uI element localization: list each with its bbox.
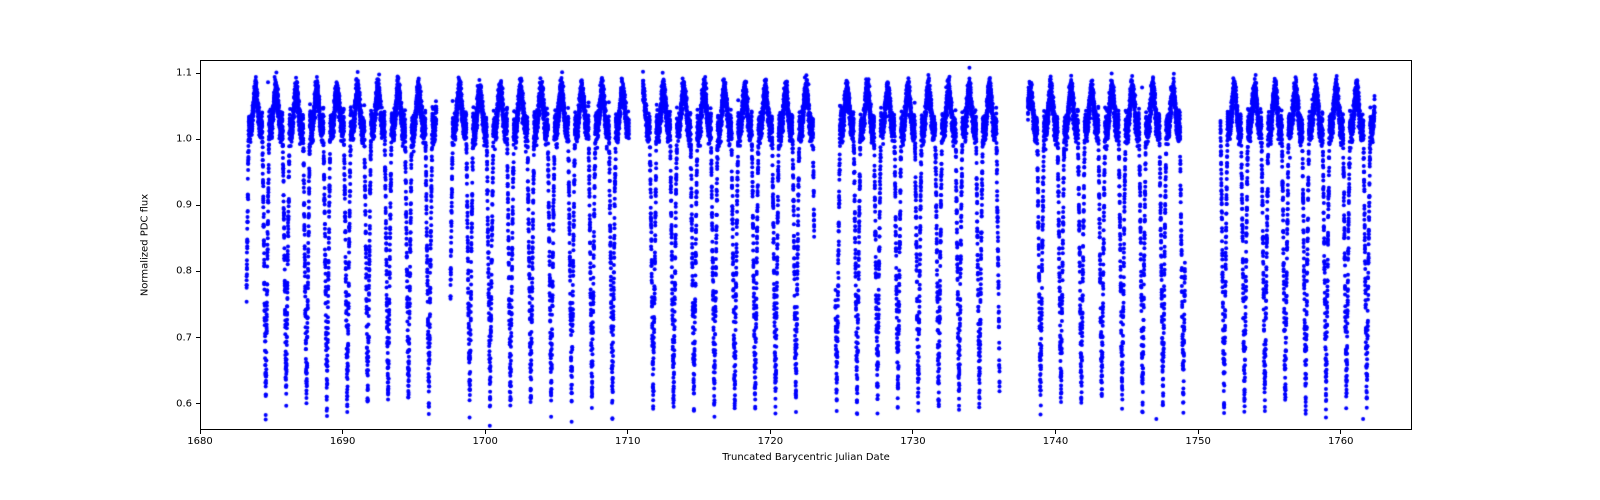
x-tick-label: 1760 bbox=[1328, 436, 1353, 447]
x-tick-label: 1700 bbox=[472, 436, 497, 447]
x-tick-label: 1680 bbox=[187, 436, 212, 447]
x-tick-label: 1710 bbox=[615, 436, 640, 447]
x-tick-label: 1730 bbox=[900, 436, 925, 447]
y-tick-mark bbox=[196, 139, 200, 140]
y-tick-label: 1.0 bbox=[176, 134, 192, 145]
x-tick-label: 1740 bbox=[1043, 436, 1068, 447]
y-tick-mark bbox=[196, 205, 200, 206]
y-tick-label: 0.7 bbox=[176, 332, 192, 343]
y-axis-label: Normalized PDC flux bbox=[140, 194, 151, 296]
plot-area bbox=[200, 60, 1412, 430]
x-tick-mark bbox=[1340, 430, 1341, 434]
x-tick-mark bbox=[912, 430, 913, 434]
x-tick-mark bbox=[485, 430, 486, 434]
x-tick-label: 1690 bbox=[330, 436, 355, 447]
y-tick-label: 0.8 bbox=[176, 266, 192, 277]
y-tick-label: 0.6 bbox=[176, 398, 192, 409]
x-tick-mark bbox=[770, 430, 771, 434]
x-tick-mark bbox=[200, 430, 201, 434]
y-tick-label: 0.9 bbox=[176, 200, 192, 211]
figure-container: Truncated Barycentric Julian Date Normal… bbox=[0, 0, 1600, 500]
scatter-canvas bbox=[201, 61, 1413, 431]
y-tick-mark bbox=[196, 73, 200, 74]
x-tick-mark bbox=[1055, 430, 1056, 434]
y-tick-label: 1.1 bbox=[176, 68, 192, 79]
x-tick-label: 1750 bbox=[1185, 436, 1210, 447]
x-tick-mark bbox=[627, 430, 628, 434]
y-tick-mark bbox=[196, 337, 200, 338]
x-tick-label: 1720 bbox=[758, 436, 783, 447]
y-tick-mark bbox=[196, 403, 200, 404]
x-axis-label: Truncated Barycentric Julian Date bbox=[722, 452, 890, 463]
x-tick-mark bbox=[1198, 430, 1199, 434]
y-tick-mark bbox=[196, 271, 200, 272]
x-tick-mark bbox=[342, 430, 343, 434]
